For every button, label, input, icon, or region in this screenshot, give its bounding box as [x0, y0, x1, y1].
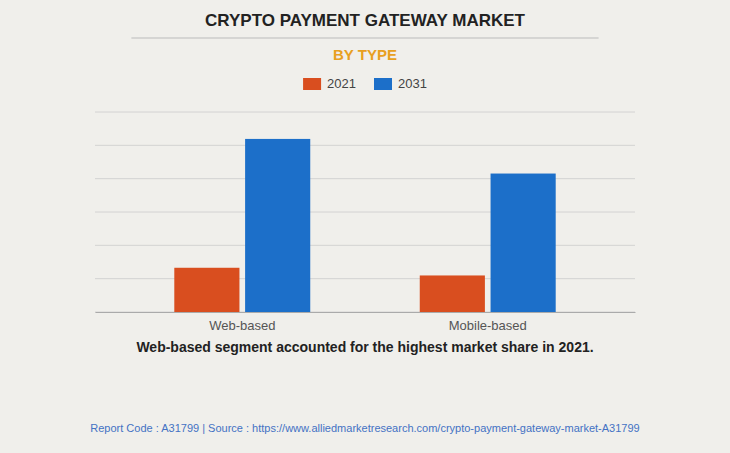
legend: 2021 2031	[303, 76, 427, 91]
title-separator	[131, 38, 598, 39]
bars	[174, 139, 555, 312]
legend-item: 2021	[303, 76, 356, 91]
bar-series	[174, 268, 485, 312]
x-axis-line	[96, 312, 636, 313]
chart: CRYPTO PAYMENT GATEWAY MARKET BY TYPE Web-…	[0, 0, 730, 453]
legend-swatch	[374, 78, 392, 90]
legend-label: 2031	[398, 76, 427, 91]
x-tick: Mobile-based	[449, 312, 527, 333]
x-tick: Web-based	[209, 312, 275, 333]
legend-label: 2021	[327, 76, 356, 91]
title: CRYPTO PAYMENT GATEWAY MARKET	[205, 11, 526, 30]
footer: Report Code : A31799 | Source : https://…	[90, 422, 639, 434]
bar	[174, 268, 239, 312]
x-tick-label: Web-based	[209, 318, 275, 333]
bar	[491, 174, 556, 312]
x-tick-label: Mobile-based	[449, 318, 527, 333]
grid	[95, 112, 635, 312]
bar-series	[245, 139, 556, 312]
bar	[245, 139, 310, 312]
legend-item: 2031	[374, 76, 427, 91]
grid-line	[95, 145, 635, 146]
x-axis: Web-based Mobile-based	[96, 312, 636, 333]
legend-swatch	[303, 78, 321, 90]
subtitle: BY TYPE	[333, 46, 397, 63]
bar	[420, 275, 485, 312]
annotation: Web-based segment accounted for the high…	[136, 339, 593, 355]
grid-line	[95, 112, 635, 113]
